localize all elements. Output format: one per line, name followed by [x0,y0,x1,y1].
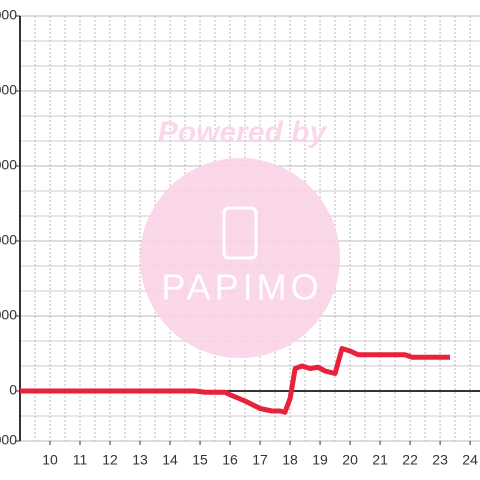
y-tick-label: 120,000 [0,82,17,98]
x-tick-label: 19 [312,452,328,468]
x-tick-label: 17 [252,452,268,468]
x-tick-label: 24 [462,452,478,468]
x-tick-label: 16 [222,452,238,468]
x-tick-label: 10 [42,452,58,468]
y-tick-label: 90,000 [0,157,17,173]
x-tick-label: 21 [372,452,388,468]
x-tick-label: 22 [402,452,418,468]
x-tick-label: 14 [162,452,178,468]
y-tick-label: -20,000 [0,432,17,448]
x-tick-label: 15 [192,452,208,468]
x-tick-label: 12 [102,452,118,468]
x-tick-label: 20 [342,452,358,468]
data-line [20,346,450,415]
x-tick-label: 11 [73,452,88,468]
y-tick-label: 60,000 [0,232,17,248]
watermark-logo: PAPIMO [161,267,322,308]
x-tick-label: 18 [282,452,298,468]
x-tick-label: 23 [432,452,448,468]
y-tick-label: 30,000 [0,307,17,323]
y-tick-label: 150,000 [0,7,17,23]
watermark-text: Powered by [158,116,328,149]
y-tick-label: 0 [9,382,17,398]
watermark-icon [222,206,258,260]
x-tick-label: 13 [132,452,148,468]
watermark: Powered by PAPIMO [140,116,340,358]
